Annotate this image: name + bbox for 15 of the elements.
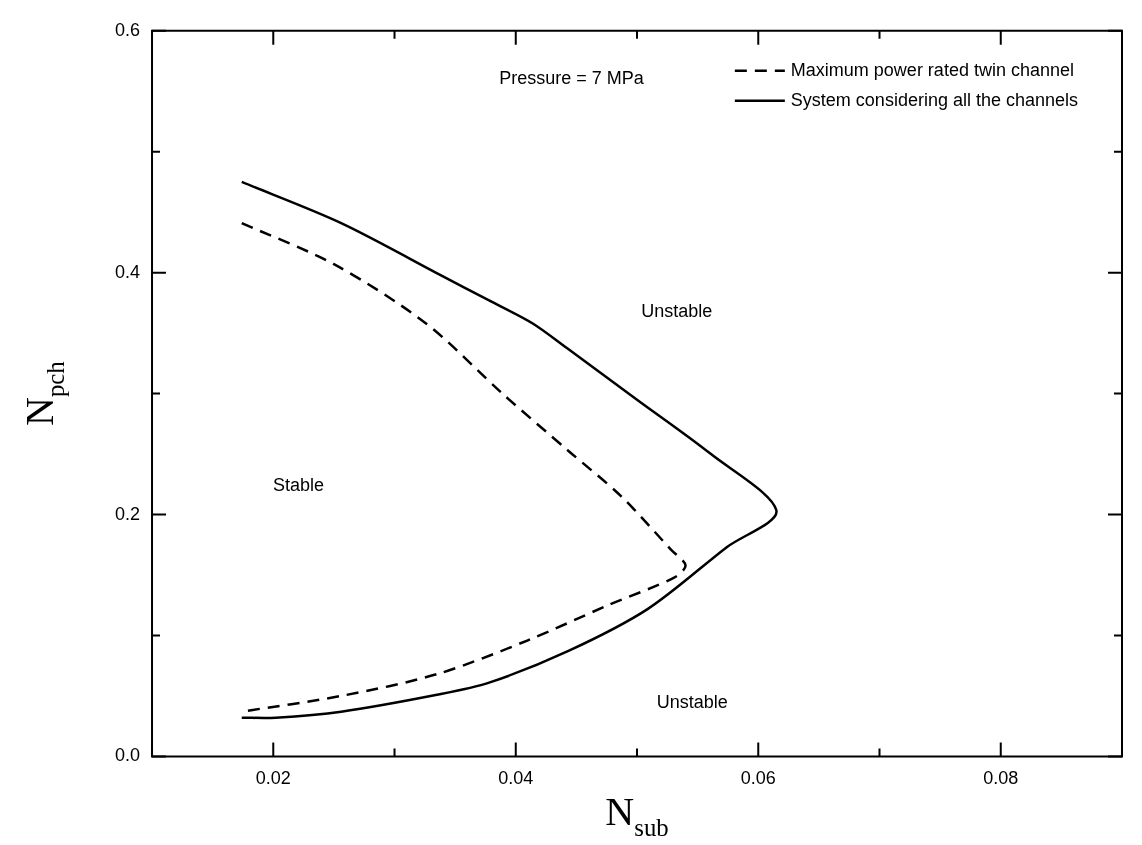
x-tick-label: 0.02 xyxy=(255,768,291,789)
y-tick-label: 0.0 xyxy=(114,745,141,766)
y-tick-label: 0.4 xyxy=(114,261,141,282)
y-tick-label: 0.2 xyxy=(114,503,141,524)
annotation: Unstable xyxy=(656,692,728,713)
x-tick-label: 0.08 xyxy=(983,768,1019,789)
annotation: Pressure = 7 MPa xyxy=(499,68,645,89)
x-tick-label: 0.04 xyxy=(498,768,534,789)
legend-label: Maximum power rated twin channel xyxy=(790,59,1074,80)
annotation: Unstable xyxy=(641,301,713,322)
y-axis-title: Npch xyxy=(17,360,70,426)
annotation: Stable xyxy=(272,475,325,496)
x-tick-label: 0.06 xyxy=(740,768,776,789)
y-tick-label: 0.6 xyxy=(114,19,141,40)
legend-label: System considering all the channels xyxy=(790,89,1078,110)
